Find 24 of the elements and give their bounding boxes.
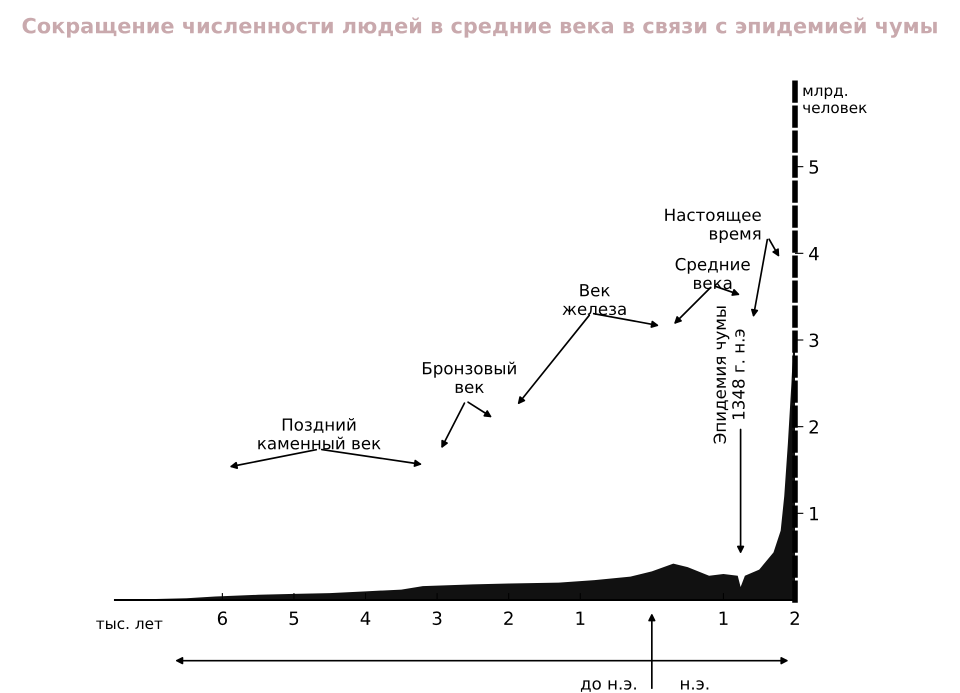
- x-tick-label: 1: [720, 612, 728, 625]
- x-tick-label: 3: [432, 611, 442, 626]
- text: н.э.: [680, 680, 708, 690]
- y-tick-label: 3: [810, 333, 818, 348]
- annotation: Эпидемия чумы 1348 г. н.э: [713, 306, 745, 444]
- annotation: Средние века: [676, 258, 750, 290]
- annotation: Бронзовый век: [422, 362, 516, 394]
- x-tick-label: 6: [218, 611, 227, 626]
- y-tick-label: 1: [810, 507, 818, 520]
- y-tick-label: 4: [809, 247, 819, 260]
- annotation: Век железа: [562, 284, 626, 316]
- x-axis-title: тыс. лет: [96, 620, 162, 630]
- x-tick-label: 4: [360, 612, 370, 625]
- annotation: Поздний каменный век: [258, 418, 381, 450]
- y-tick-label: 5: [810, 160, 818, 174]
- x-tick-label: 1: [576, 612, 584, 625]
- chart-title: Сокращение численности людей в средние века в связи с эпидемией чумы: [22, 17, 937, 38]
- annotation: Настоящее время: [665, 208, 761, 243]
- y-tick-label: 2: [810, 420, 818, 434]
- text: до н.э.: [580, 680, 636, 692]
- x-tick-label: 2: [790, 611, 799, 625]
- x-tick-label: 2: [504, 611, 513, 625]
- y-axis-title: млрд. человек: [803, 87, 867, 114]
- x-tick-label: 5: [290, 612, 298, 626]
